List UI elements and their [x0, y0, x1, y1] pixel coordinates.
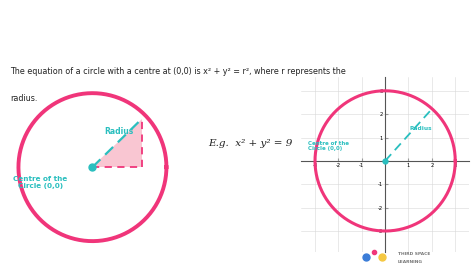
Text: The equation of a circle with a centre at (0,0) is x² + y² = r², where r represe: The equation of a circle with a centre a… [10, 67, 346, 76]
Text: radius.: radius. [10, 95, 38, 104]
Polygon shape [92, 119, 142, 167]
Text: THIRD SPACE: THIRD SPACE [398, 252, 430, 256]
Text: Centre of the
Circle (0,0): Centre of the Circle (0,0) [308, 141, 349, 151]
Text: LEARNING: LEARNING [398, 261, 423, 264]
Text: Equation of a Circle: Equation of a Circle [12, 22, 210, 40]
Text: Radius: Radius [104, 127, 134, 136]
Text: Centre of the
Circle (0,0): Centre of the Circle (0,0) [13, 176, 67, 189]
Text: Radius: Radius [410, 126, 433, 131]
Text: E.g.  x² + y² = 9: E.g. x² + y² = 9 [209, 139, 293, 148]
